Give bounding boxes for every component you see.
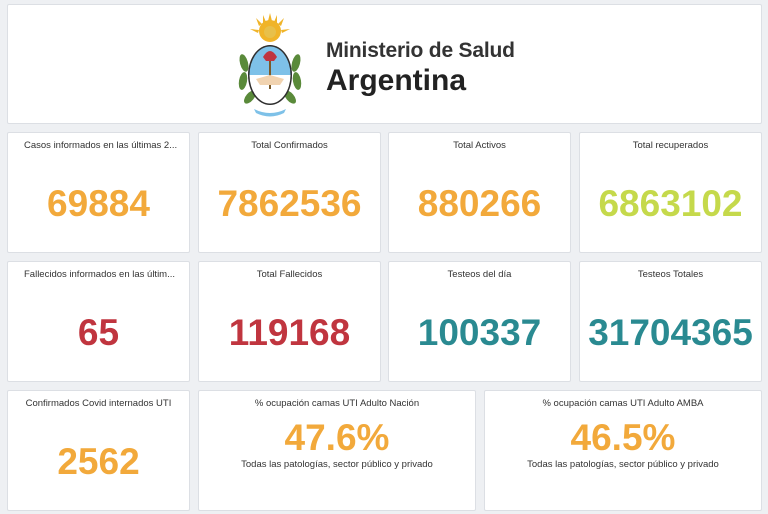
- stat-label: % ocupación camas UTI Adulto AMBA: [542, 398, 704, 409]
- stat-card-tests-today: Testeos del día 100337: [388, 261, 571, 382]
- stat-value: 69884: [47, 183, 150, 224]
- stat-card-cases-24h: Casos informados en las últimas 2... 698…: [7, 132, 190, 253]
- stat-card-total-deaths: Total Fallecidos 119168: [198, 261, 381, 382]
- stat-value: 880266: [417, 183, 542, 224]
- stat-card-total-active: Total Activos 880266: [388, 132, 571, 253]
- brand-text: Ministerio de Salud Argentina: [326, 39, 515, 98]
- stat-value: 7862536: [217, 183, 362, 224]
- header-banner: Ministerio de Salud Argentina: [7, 4, 762, 124]
- stat-card-total-recovered: Total recuperados 6863102: [579, 132, 762, 253]
- stat-value: 119168: [228, 312, 351, 353]
- stat-card-total-confirmed: Total Confirmados 7862536: [198, 132, 381, 253]
- stat-label: Total Fallecidos: [256, 269, 323, 280]
- stat-card-icu-occupancy-nation: % ocupación camas UTI Adulto Nación 47.6…: [198, 390, 476, 511]
- stat-label: Testeos Totales: [637, 269, 704, 280]
- stat-subtitle: Todas las patologías, sector público y p…: [241, 459, 433, 470]
- stat-label: Testeos del día: [447, 269, 512, 280]
- stat-label: Fallecidos informados en las últim...: [24, 269, 176, 280]
- stat-value: 6863102: [598, 183, 743, 224]
- stat-value: 46.5%: [570, 417, 676, 458]
- stat-card-icu-occupancy-amba: % ocupación camas UTI Adulto AMBA 46.5% …: [484, 390, 762, 511]
- stat-value: 100337: [417, 312, 542, 353]
- stat-label: Total recuperados: [632, 140, 709, 151]
- stat-label: Total Confirmados: [251, 140, 328, 151]
- stat-label: Casos informados en las últimas 2...: [24, 140, 178, 151]
- stat-card-deaths-24h: Fallecidos informados en las últim... 65: [7, 261, 190, 382]
- stat-label: Confirmados Covid internados UTI: [25, 398, 172, 409]
- country-title: Argentina: [326, 64, 467, 97]
- stat-label: % ocupación camas UTI Adulto Nación: [254, 398, 420, 409]
- coat-of-arms-logo: [234, 13, 306, 121]
- stat-value: 2562: [57, 441, 140, 482]
- stat-value: 47.6%: [284, 417, 390, 458]
- ministry-title: Ministerio de Salud: [326, 39, 515, 62]
- stat-card-icu-covid: Confirmados Covid internados UTI 2562: [7, 390, 190, 511]
- stat-label: Total Activos: [453, 140, 506, 151]
- stat-value: 65: [77, 312, 120, 353]
- stat-card-total-tests: Testeos Totales 31704365: [579, 261, 762, 382]
- stat-subtitle: Todas las patologías, sector público y p…: [527, 459, 719, 470]
- stat-value: 31704365: [588, 312, 753, 353]
